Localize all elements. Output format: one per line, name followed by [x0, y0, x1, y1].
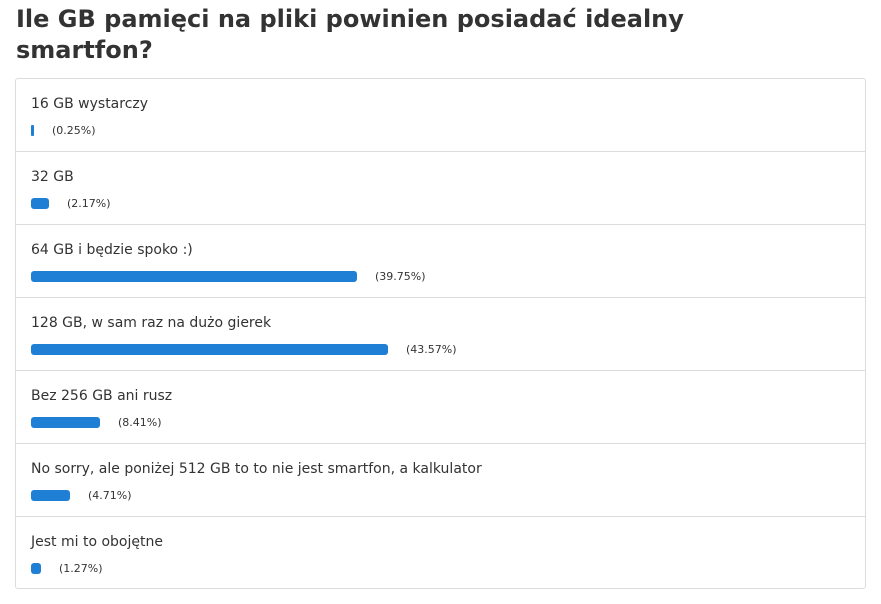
result-row: (1.27%) — [31, 563, 103, 574]
result-row: (2.17%) — [31, 198, 111, 209]
result-percent: (8.41%) — [118, 416, 162, 429]
result-bar — [31, 490, 70, 501]
poll-option-256gb[interactable]: Bez 256 GB ani rusz (8.41%) — [16, 371, 865, 444]
option-label: 128 GB, w sam raz na dużo gierek — [31, 315, 272, 331]
result-row: (4.71%) — [31, 490, 132, 501]
poll-options-list: 16 GB wystarczy (0.25%) 32 GB (2.17%) 64… — [15, 78, 866, 589]
option-label: 32 GB — [31, 169, 74, 185]
option-label: 16 GB wystarczy — [31, 96, 149, 112]
poll-option-128gb[interactable]: 128 GB, w sam raz na dużo gierek (43.57%… — [16, 298, 865, 371]
result-percent: (43.57%) — [406, 343, 457, 356]
result-row: (0.25%) — [31, 125, 96, 136]
result-percent: (39.75%) — [375, 270, 426, 283]
option-label: 64 GB i będzie spoko :) — [31, 242, 193, 258]
poll-option-64gb[interactable]: 64 GB i będzie spoko :) (39.75%) — [16, 225, 865, 298]
poll-option-16gb[interactable]: 16 GB wystarczy (0.25%) — [16, 79, 865, 152]
poll-option-indifferent[interactable]: Jest mi to obojętne (1.27%) — [16, 517, 865, 588]
poll-option-512gb[interactable]: No sorry, ale poniżej 512 GB to to nie j… — [16, 444, 865, 517]
result-percent: (2.17%) — [67, 197, 111, 210]
result-percent: (1.27%) — [59, 562, 103, 575]
result-bar — [31, 344, 388, 355]
option-label: No sorry, ale poniżej 512 GB to to nie j… — [31, 461, 482, 477]
result-bar — [31, 125, 34, 136]
option-label: Jest mi to obojętne — [31, 534, 163, 550]
result-row: (43.57%) — [31, 344, 457, 355]
poll-title: Ile GB pamięci na pliki powinien posiada… — [16, 5, 684, 64]
result-percent: (4.71%) — [88, 489, 132, 502]
result-bar — [31, 417, 100, 428]
result-bar — [31, 198, 49, 209]
result-row: (39.75%) — [31, 271, 426, 282]
result-bar — [31, 271, 357, 282]
result-row: (8.41%) — [31, 417, 162, 428]
result-bar — [31, 563, 41, 574]
result-percent: (0.25%) — [52, 124, 96, 137]
option-label: Bez 256 GB ani rusz — [31, 388, 173, 404]
poll-option-32gb[interactable]: 32 GB (2.17%) — [16, 152, 865, 225]
